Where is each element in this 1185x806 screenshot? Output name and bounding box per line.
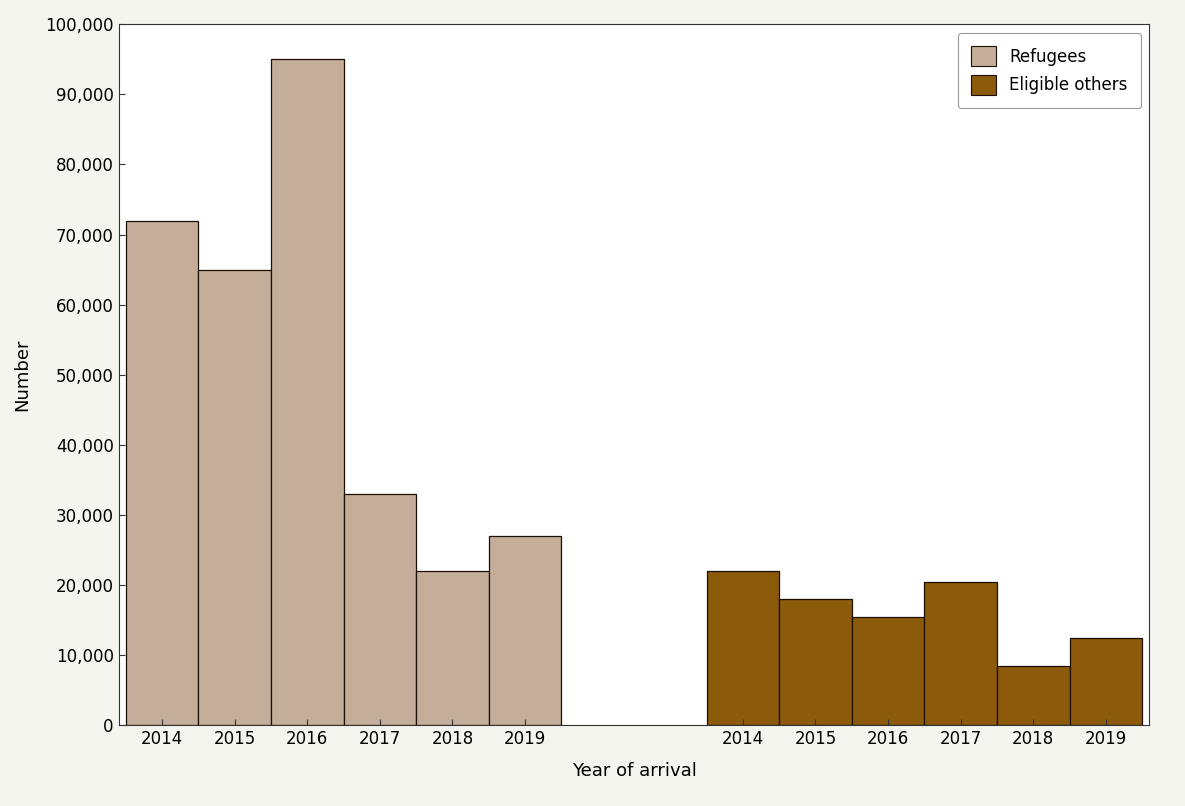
Bar: [344, 494, 416, 725]
Bar: [997, 666, 1070, 725]
Legend: Refugees, Eligible others: Refugees, Eligible others: [957, 32, 1141, 108]
Bar: [706, 571, 780, 725]
Bar: [852, 617, 924, 725]
Bar: [126, 221, 198, 725]
Bar: [924, 582, 997, 725]
Bar: [198, 269, 271, 725]
Y-axis label: Number: Number: [13, 339, 31, 411]
Bar: [271, 60, 344, 725]
Bar: [1070, 638, 1142, 725]
Bar: [780, 599, 852, 725]
X-axis label: Year of arrival: Year of arrival: [571, 762, 697, 780]
Bar: [416, 571, 488, 725]
Bar: [488, 536, 562, 725]
